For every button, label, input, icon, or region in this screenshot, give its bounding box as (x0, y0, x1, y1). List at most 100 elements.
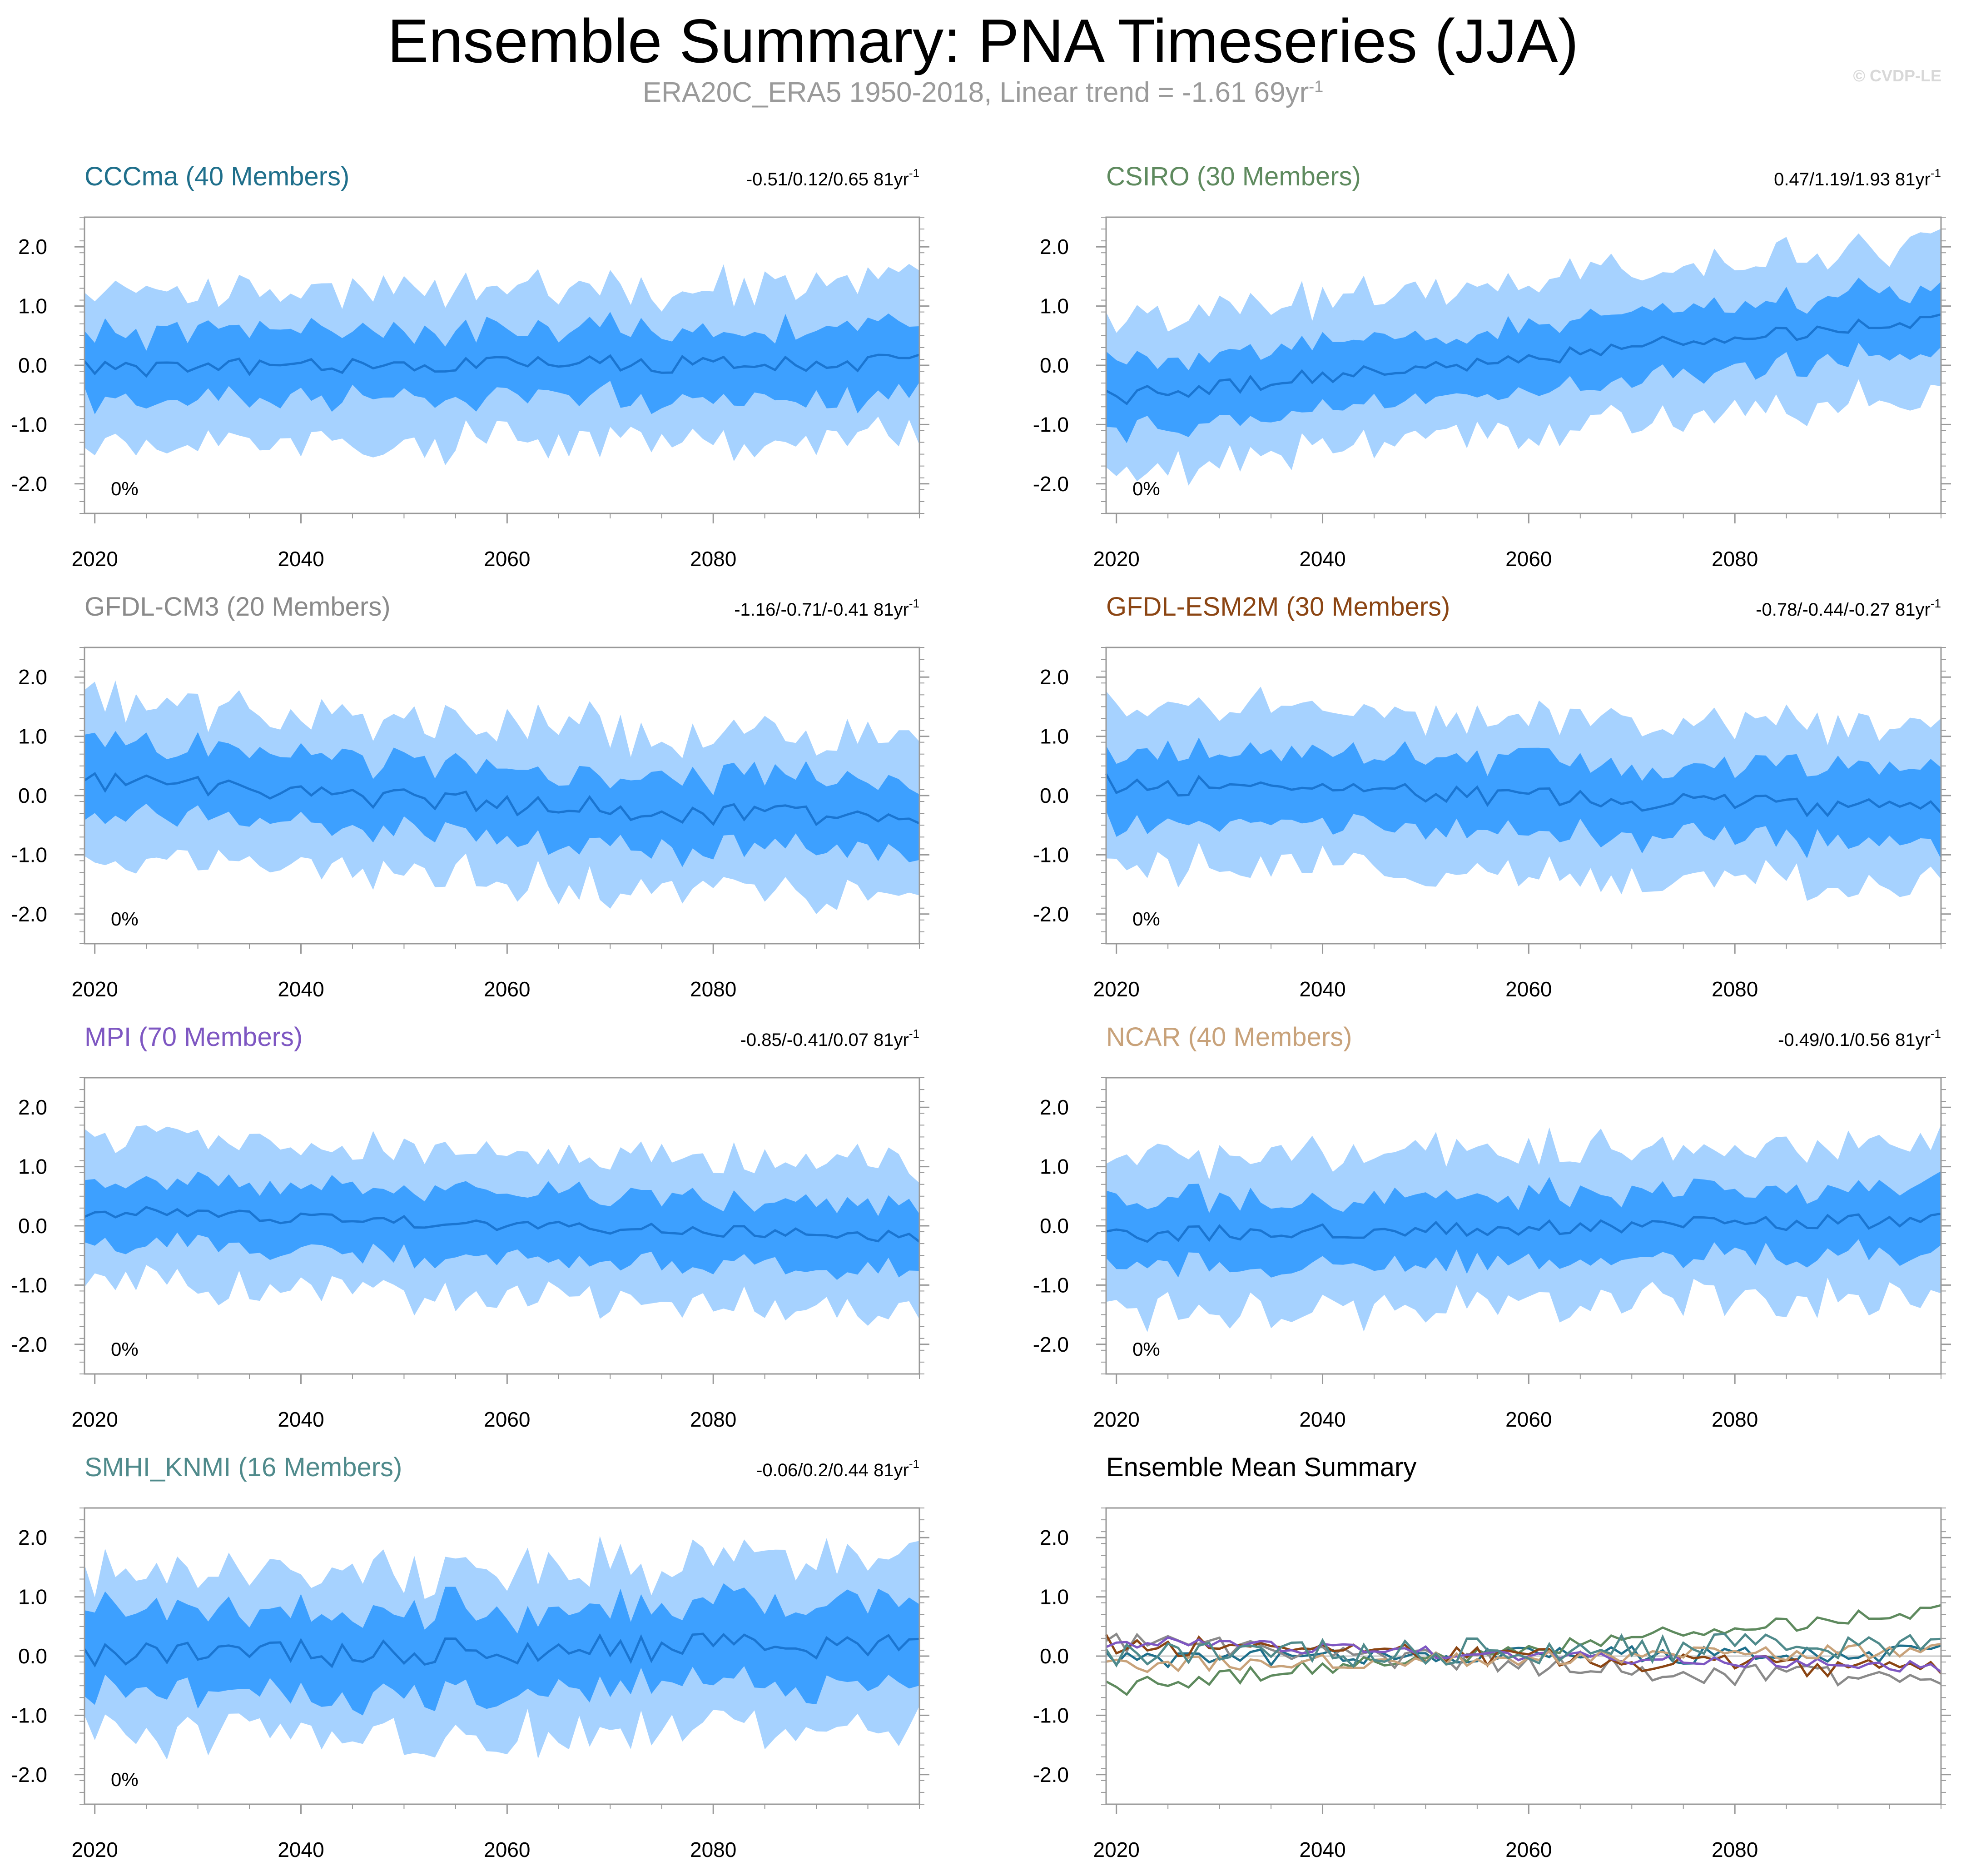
y-tick-label: -1.0 (1033, 413, 1069, 436)
y-tick-label: -2.0 (11, 1333, 47, 1356)
y-tick-label: -1.0 (1033, 1273, 1069, 1297)
ensemble-mean-line (84, 771, 920, 826)
percent-label: 0% (1132, 478, 1160, 499)
trend-label: -0.78/-0.44/-0.27 81yr-1 (1756, 597, 1941, 620)
panel-title: MPI (70 Members) (84, 1022, 303, 1052)
series-line-csiro (1105, 1604, 1941, 1697)
x-tick-label: 2080 (1712, 977, 1758, 1001)
y-tick-label: -1.0 (11, 843, 47, 866)
inner-spread-band (1106, 737, 1941, 859)
subtitle-superscript: -1 (1309, 77, 1324, 96)
series-line-smhi_knmi (1105, 1632, 1941, 1668)
x-tick-label: 2020 (72, 547, 118, 571)
panel-title: SMHI_KNMI (16 Members) (84, 1453, 402, 1482)
x-tick-label: 2040 (1299, 547, 1345, 571)
y-tick-label: -2.0 (11, 472, 47, 496)
y-tick-label: 1.0 (1040, 294, 1069, 318)
trend-label-superscript: -1 (909, 597, 919, 610)
y-tick-label: -1.0 (1033, 843, 1069, 866)
y-tick-label: 2.0 (1040, 235, 1069, 259)
y-tick-label: -2.0 (1033, 1333, 1069, 1356)
panel-title: GFDL-CM3 (20 Members) (84, 592, 391, 622)
trend-label-text: -0.51/0.12/0.65 81yr (746, 169, 909, 189)
y-tick-label: 0.0 (18, 784, 47, 807)
x-tick-label: 2020 (1093, 547, 1140, 571)
panel-5: MPI (70 Members) -0.85/-0.41/0.07 81yr-1 0… (11, 1022, 929, 1431)
inner-spread-band (84, 312, 919, 414)
panel-title: GFDL-ESM2M (30 Members) (1106, 592, 1450, 622)
panel-title: Ensemble Mean Summary (1106, 1453, 1416, 1482)
x-tick-label: 2080 (690, 977, 736, 1001)
y-tick-label: 1.0 (18, 1585, 47, 1609)
trend-label: -0.49/0.1/0.56 81yr-1 (1778, 1027, 1941, 1050)
ensemble-mean-line (83, 1632, 920, 1668)
x-tick-label: 2020 (1093, 1838, 1140, 1861)
inner-spread-band (1106, 278, 1941, 443)
y-tick-label: 0.0 (1040, 1644, 1069, 1668)
x-tick-label: 2060 (484, 1838, 530, 1861)
series-line-ncar (1106, 1642, 1941, 1673)
y-tick-label: 2.0 (18, 665, 47, 689)
x-tick-label: 2080 (1712, 1838, 1758, 1861)
y-tick-label: -1.0 (1033, 1703, 1069, 1727)
panel-4: GFDL-ESM2M (30 Members) -0.78/-0.44/-0.27… (1033, 592, 1951, 1001)
y-tick-label: -2.0 (11, 1763, 47, 1786)
trend-label-text: -0.06/0.2/0.44 81yr (756, 1460, 909, 1480)
y-tick-label: 1.0 (1040, 1585, 1069, 1609)
panel-title: CSIRO (30 Members) (1106, 162, 1361, 191)
x-tick-label: 2060 (1505, 1838, 1552, 1861)
x-tick-label: 2020 (1093, 1408, 1140, 1431)
y-tick-label: 2.0 (18, 1095, 47, 1119)
y-tick-label: 2.0 (1040, 1095, 1069, 1119)
y-tick-label: -2.0 (11, 902, 47, 926)
x-tick-label: 2080 (1712, 1408, 1758, 1431)
inner-spread-band (84, 1171, 919, 1280)
y-tick-label: -2.0 (1033, 472, 1069, 496)
trend-label-text: 0.47/1.19/1.93 81yr (1774, 169, 1931, 189)
panel-title: CCCma (40 Members) (84, 162, 349, 191)
panel-title: NCAR (40 Members) (1106, 1022, 1352, 1052)
y-tick-label: 1.0 (18, 294, 47, 318)
x-tick-label: 2040 (278, 977, 324, 1001)
x-tick-label: 2040 (1299, 977, 1345, 1001)
inner-spread-band (84, 731, 919, 867)
x-tick-label: 2040 (278, 1838, 324, 1861)
panel-7: SMHI_KNMI (16 Members) -0.06/0.2/0.44 81y… (11, 1453, 929, 1861)
y-tick-label: -2.0 (1033, 1763, 1069, 1786)
y-tick-label: 0.0 (18, 1214, 47, 1238)
panel-6: NCAR (40 Members) -0.49/0.1/0.56 81yr-1 0%… (1033, 1022, 1951, 1431)
x-tick-label: 2080 (1712, 547, 1758, 571)
trend-label-text: -0.49/0.1/0.56 81yr (1778, 1030, 1931, 1050)
x-tick-label: 2060 (484, 977, 530, 1001)
x-tick-label: 2060 (484, 1408, 530, 1431)
panel-3: GFDL-CM3 (20 Members) -1.16/-0.71/-0.41 8… (11, 592, 929, 1001)
y-tick-label: 0.0 (1040, 1214, 1069, 1238)
ensemble-mean-line (1105, 773, 1942, 817)
x-tick-label: 2020 (72, 1408, 118, 1431)
y-tick-label: 1.0 (1040, 725, 1069, 748)
x-tick-label: 2080 (690, 1838, 736, 1861)
trend-label-text: -1.16/-0.71/-0.41 81yr (734, 600, 909, 620)
x-tick-label: 2040 (278, 1408, 324, 1431)
trend-label-superscript: -1 (909, 1457, 919, 1471)
inner-spread-band (84, 1583, 919, 1716)
trend-label-superscript: -1 (909, 1027, 919, 1040)
trend-label-superscript: -1 (1931, 166, 1941, 180)
copyright-label: © CVDP-LE (1853, 66, 1941, 85)
y-tick-label: 0.0 (1040, 784, 1069, 807)
percent-label: 0% (111, 1769, 139, 1790)
trend-label-superscript: -1 (909, 166, 919, 180)
y-tick-label: 1.0 (18, 725, 47, 748)
x-tick-label: 2040 (278, 547, 324, 571)
x-tick-label: 2060 (1505, 977, 1552, 1001)
y-tick-label: 0.0 (18, 353, 47, 377)
panel-2: CSIRO (30 Members) 0.47/1.19/1.93 81yr-1 0… (1033, 162, 1951, 571)
trend-label-superscript: -1 (1931, 1027, 1941, 1040)
percent-label: 0% (1132, 908, 1160, 930)
y-tick-label: 0.0 (18, 1644, 47, 1668)
x-tick-label: 2060 (484, 547, 530, 571)
x-tick-label: 2040 (1299, 1838, 1345, 1861)
x-tick-label: 2020 (72, 1838, 118, 1861)
ensemble-mean-line (1106, 1212, 1941, 1243)
percent-label: 0% (111, 1339, 139, 1360)
